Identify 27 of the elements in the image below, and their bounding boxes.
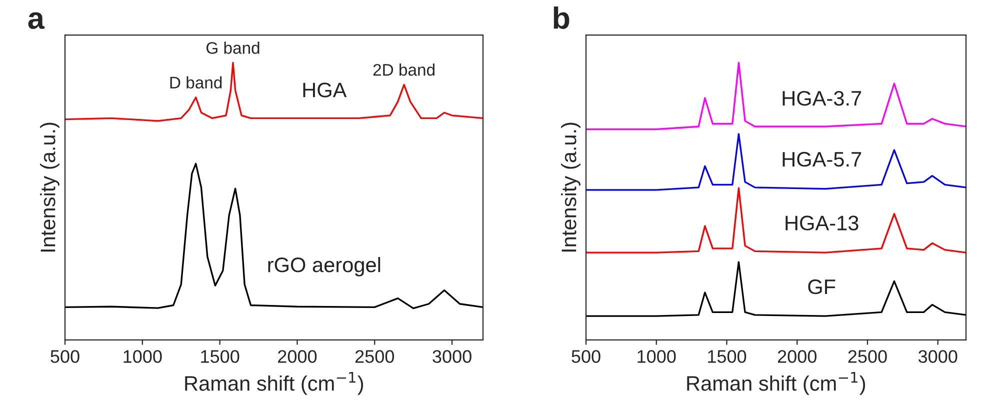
series-label: GF: [808, 279, 836, 294]
x-tick-label: 1500: [708, 350, 746, 363]
series-label: HGA-3.7: [782, 90, 862, 106]
annotation: G band: [206, 42, 260, 54]
x-tick-label: 2500: [848, 350, 887, 363]
x-axis-title: Raman shift (cm$^{−1}$): [687, 372, 866, 395]
chart-title: b: [554, 6, 570, 29]
x-axis-title: Raman shift (cm$^{−1}$): [185, 372, 364, 395]
x-tick-label: 3000: [432, 350, 472, 363]
x-tick-label: 3000: [918, 350, 958, 363]
x-tick-label: 1000: [124, 350, 162, 363]
x-tick-label: 500: [50, 350, 80, 363]
y-axis-title: Intensity (a.u.): [40, 122, 60, 252]
annotation: D band: [170, 76, 222, 89]
x-tick-label: 500: [572, 350, 600, 363]
x-tick-label: 2500: [355, 350, 394, 363]
series-label: HGA: [303, 82, 347, 98]
y-axis-title: Intensity (a.u.): [561, 122, 580, 252]
x-tick-label: 1500: [201, 350, 240, 363]
x-tick-label: 2000: [778, 350, 816, 363]
series-label: HGA-5.7: [782, 152, 862, 167]
series-label: HGA-13: [786, 216, 858, 230]
series-label: rGO aerogel: [268, 256, 380, 276]
x-tick-label: 1000: [638, 350, 676, 363]
x-tick-label: 2000: [278, 350, 317, 363]
chart-title: a: [28, 12, 45, 29]
annotation: 2D band: [373, 64, 434, 76]
